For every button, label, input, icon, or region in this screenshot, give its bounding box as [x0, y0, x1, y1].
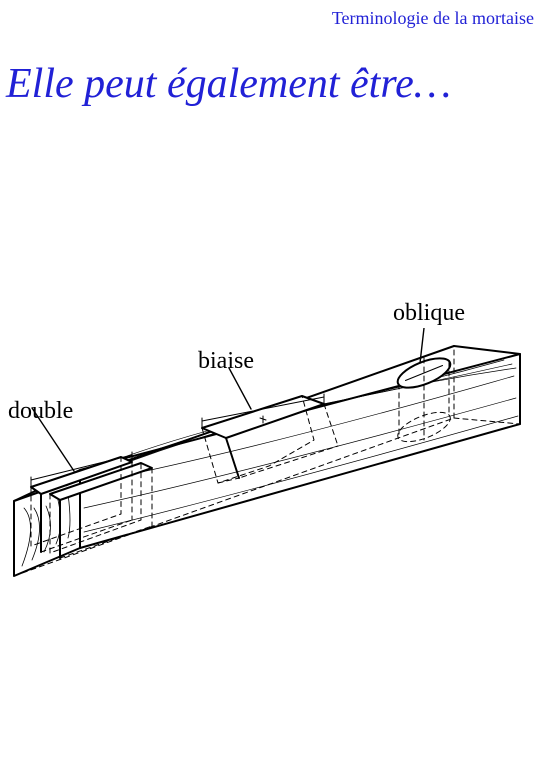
- mortise-diagram: [4, 328, 536, 598]
- leader-double: [32, 408, 74, 471]
- mortise-double: [31, 452, 152, 558]
- label-oblique: oblique: [393, 300, 465, 327]
- leader-biaise: [229, 368, 251, 409]
- page-title: Elle peut également être…: [6, 60, 451, 108]
- beam-bottom-right-edge: [80, 424, 520, 548]
- mortise-oblique: [394, 352, 454, 447]
- beam-far-bottom-hidden: [454, 418, 520, 424]
- page-header: Terminologie de la mortaise: [332, 8, 534, 29]
